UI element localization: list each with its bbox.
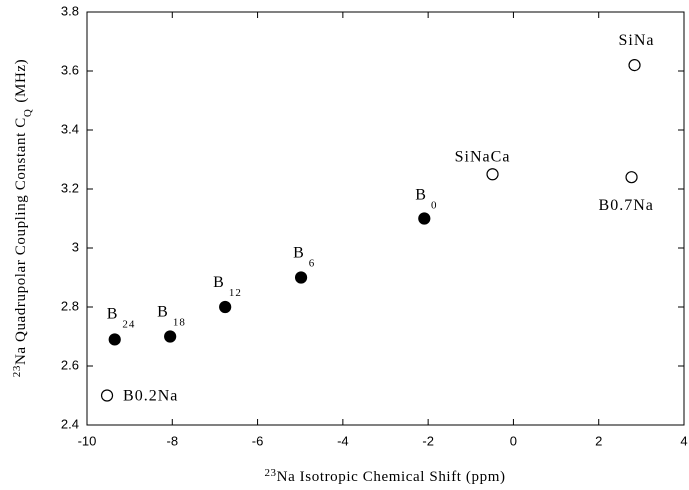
y-tick-label: 2.6 — [61, 357, 79, 372]
y-tick-label: 3.8 — [61, 3, 79, 18]
point-label: B24 — [107, 305, 136, 330]
point-label: SiNaCa — [455, 148, 511, 165]
y-tick-label: 2.8 — [61, 298, 79, 313]
data-point — [219, 300, 232, 314]
x-tick-label: 4 — [680, 433, 687, 448]
point-label: B0.7Na — [599, 197, 654, 214]
point-label-text: SiNaCa — [455, 148, 511, 165]
data-point — [108, 333, 121, 346]
point-label: B0.2Na — [123, 387, 178, 404]
point-label: SiNa — [619, 32, 655, 49]
y-title-tail: (MHz) — [13, 59, 29, 103]
point-label: B6 — [293, 244, 315, 269]
y-tick-label: 2.4 — [61, 416, 79, 431]
data-point — [418, 212, 431, 225]
y-tick-label: 3 — [72, 239, 79, 254]
plot-frame — [86, 11, 685, 426]
data-point — [625, 171, 638, 184]
point-label: B 12 — [213, 274, 242, 299]
x-tick-label: -8 — [167, 433, 179, 448]
y-title-main: Na Quadrupolar Coupling Constant C — [13, 117, 29, 365]
data-point — [486, 168, 499, 181]
x-axis-title: 23Na Isotropic Chemical Shift (ppm) — [264, 467, 505, 486]
x-tick-label: -10 — [78, 433, 97, 448]
point-label-sub: 18 — [173, 316, 186, 328]
point-label-text: B — [415, 186, 427, 203]
y-tick-label: 3.6 — [61, 62, 79, 77]
point-label: B0 — [415, 186, 437, 211]
point-label-sub: 24 — [122, 318, 135, 330]
x-tick-label: 2 — [595, 433, 602, 448]
point-label-text: B — [107, 305, 119, 322]
data-point — [100, 389, 114, 402]
point-label-text: SiNa — [619, 32, 655, 49]
x-tick-label: -2 — [422, 433, 434, 448]
data-point — [164, 330, 177, 343]
data-point — [628, 58, 641, 72]
y-title-sup: 23 — [11, 365, 23, 377]
x-tick-label: -4 — [337, 433, 349, 448]
point-label-text: B — [157, 303, 169, 320]
point-label-sub: 12 — [229, 287, 242, 299]
point-label-text: B0.7Na — [599, 197, 654, 214]
point-label-text: B — [293, 244, 305, 261]
y-tick-label: 3.2 — [61, 180, 79, 195]
x-title-sup: 23 — [264, 467, 276, 479]
point-label-sub: 0 — [431, 199, 438, 211]
point-label-text: B — [213, 274, 225, 291]
y-tick-label: 3.4 — [61, 121, 79, 136]
y-title-sub: Q — [22, 109, 34, 118]
x-title-text: Na Isotropic Chemical Shift (ppm) — [277, 469, 506, 485]
x-tick-label: 0 — [510, 433, 517, 448]
y-axis-title: 23Na Quadrupolar Coupling Constant CQ (MH… — [11, 59, 34, 377]
point-label: B 18 — [157, 303, 186, 328]
point-label-sub: 6 — [309, 257, 316, 269]
x-tick-label: -6 — [252, 433, 264, 448]
data-point — [294, 271, 308, 284]
point-label-text: B0.2Na — [123, 387, 178, 404]
